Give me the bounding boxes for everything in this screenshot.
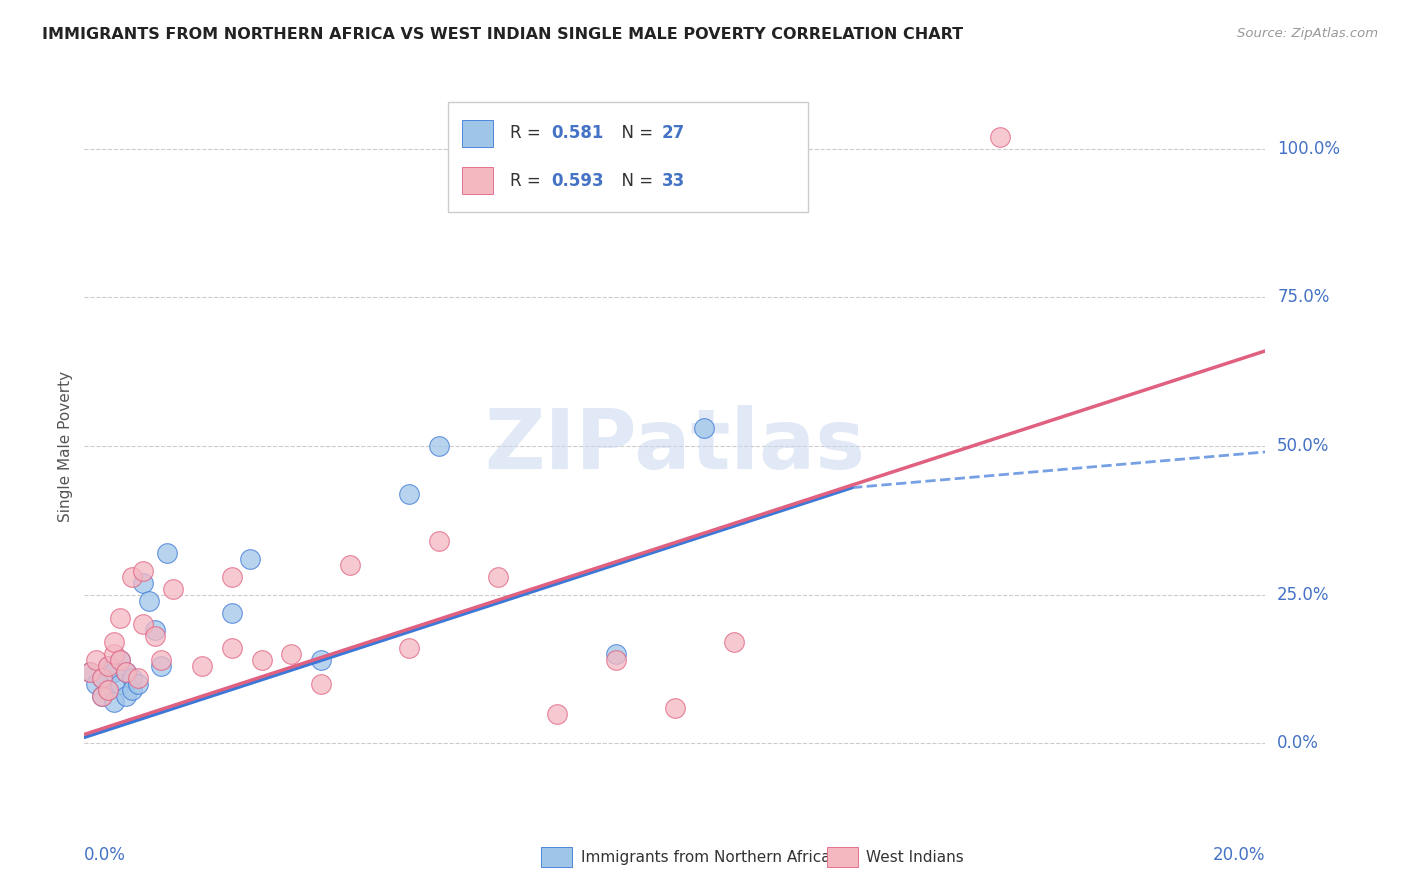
Text: IMMIGRANTS FROM NORTHERN AFRICA VS WEST INDIAN SINGLE MALE POVERTY CORRELATION C: IMMIGRANTS FROM NORTHERN AFRICA VS WEST … bbox=[42, 27, 963, 42]
Point bbox=[103, 647, 125, 661]
Point bbox=[91, 671, 114, 685]
Text: Immigrants from Northern Africa: Immigrants from Northern Africa bbox=[581, 850, 831, 864]
Point bbox=[132, 617, 155, 632]
Point bbox=[988, 129, 1011, 144]
Point bbox=[150, 653, 173, 667]
Point bbox=[280, 647, 302, 661]
Text: N =: N = bbox=[610, 125, 658, 143]
Point bbox=[143, 624, 166, 638]
Text: 75.0%: 75.0% bbox=[1277, 288, 1330, 306]
Text: 50.0%: 50.0% bbox=[1277, 437, 1330, 455]
Point bbox=[103, 665, 125, 679]
Point bbox=[221, 606, 243, 620]
Point bbox=[121, 682, 143, 697]
Point bbox=[427, 534, 450, 549]
Point bbox=[191, 659, 214, 673]
Y-axis label: Single Male Poverty: Single Male Poverty bbox=[58, 370, 73, 522]
Point bbox=[91, 671, 114, 685]
Text: N =: N = bbox=[610, 171, 658, 189]
Point bbox=[103, 695, 125, 709]
Point bbox=[97, 682, 120, 697]
Point bbox=[605, 647, 627, 661]
Point bbox=[108, 653, 131, 667]
Point bbox=[97, 659, 120, 673]
Point bbox=[486, 570, 509, 584]
Text: 25.0%: 25.0% bbox=[1277, 586, 1330, 604]
Point bbox=[132, 575, 155, 590]
Point bbox=[97, 659, 120, 673]
Point bbox=[162, 582, 184, 596]
Point bbox=[664, 700, 686, 714]
Point bbox=[239, 552, 262, 566]
Point bbox=[143, 629, 166, 643]
Text: 0.0%: 0.0% bbox=[84, 846, 127, 863]
Point bbox=[250, 653, 273, 667]
Point bbox=[605, 653, 627, 667]
Point bbox=[79, 665, 101, 679]
Text: 100.0%: 100.0% bbox=[1277, 140, 1340, 158]
Point bbox=[339, 558, 361, 572]
Point bbox=[114, 665, 136, 679]
Point bbox=[309, 653, 332, 667]
Point bbox=[127, 671, 149, 685]
Point bbox=[108, 677, 131, 691]
Point bbox=[121, 570, 143, 584]
Point bbox=[79, 665, 101, 679]
Point bbox=[121, 671, 143, 685]
Point bbox=[427, 439, 450, 453]
Text: 20.0%: 20.0% bbox=[1213, 846, 1265, 863]
Point bbox=[114, 689, 136, 703]
Text: R =: R = bbox=[509, 125, 546, 143]
Point bbox=[138, 593, 160, 607]
Point bbox=[84, 677, 107, 691]
Point bbox=[114, 665, 136, 679]
Point bbox=[693, 421, 716, 435]
Point bbox=[221, 570, 243, 584]
Point bbox=[108, 653, 131, 667]
Point bbox=[108, 611, 131, 625]
Point bbox=[398, 486, 420, 500]
Text: 33: 33 bbox=[661, 171, 685, 189]
Point bbox=[156, 546, 179, 560]
Text: Source: ZipAtlas.com: Source: ZipAtlas.com bbox=[1237, 27, 1378, 40]
Point bbox=[132, 564, 155, 578]
Point bbox=[84, 653, 107, 667]
Point bbox=[546, 706, 568, 721]
Text: 0.581: 0.581 bbox=[551, 125, 605, 143]
Text: ZIPatlas: ZIPatlas bbox=[485, 406, 865, 486]
Text: R =: R = bbox=[509, 171, 546, 189]
Point bbox=[103, 635, 125, 649]
Point bbox=[150, 659, 173, 673]
Text: West Indians: West Indians bbox=[866, 850, 965, 864]
Text: 27: 27 bbox=[661, 125, 685, 143]
Point bbox=[221, 641, 243, 656]
Point bbox=[127, 677, 149, 691]
Text: 0.0%: 0.0% bbox=[1277, 734, 1319, 752]
Point bbox=[723, 635, 745, 649]
Point bbox=[91, 689, 114, 703]
Text: 0.593: 0.593 bbox=[551, 171, 605, 189]
Point bbox=[97, 682, 120, 697]
Point bbox=[309, 677, 332, 691]
Point bbox=[398, 641, 420, 656]
Point bbox=[91, 689, 114, 703]
